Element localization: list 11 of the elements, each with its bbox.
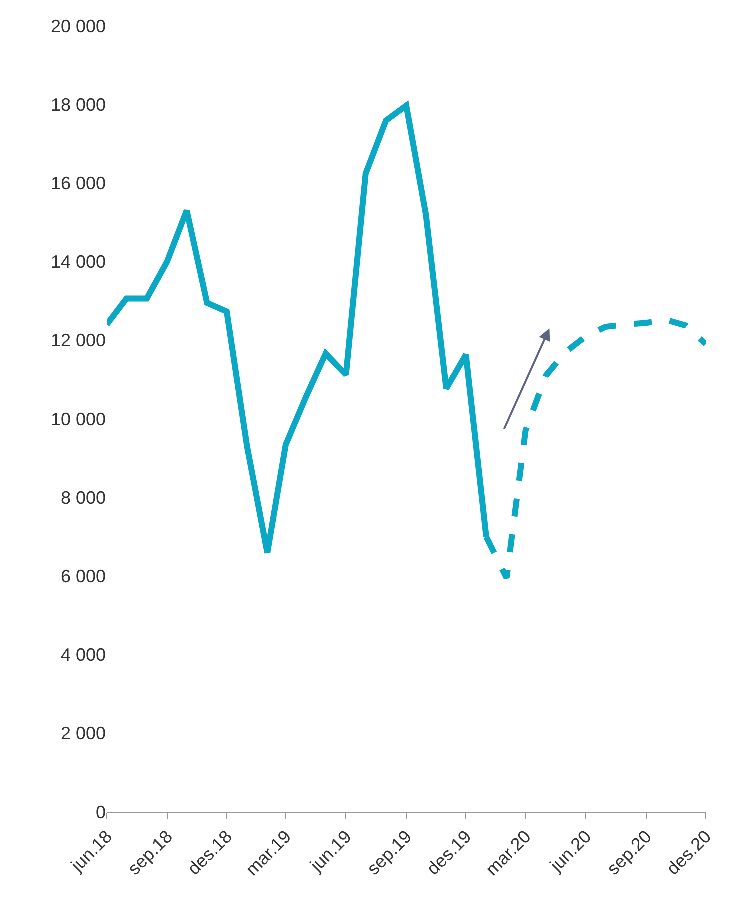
y-tick-label: 14 000 [50,252,106,272]
y-tick-label: 16 000 [50,174,106,194]
y-tick-label: 12 000 [50,330,106,351]
y-tick-label: 0 [96,802,106,822]
y-tick-label: 8 000 [60,488,106,508]
y-tick-label: 6 000 [60,566,106,586]
y-tick-label: 20 000 [50,16,106,36]
y-tick-label: 4 000 [60,645,106,666]
y-tick-label: 2 000 [60,724,106,744]
y-tick-label: 18 000 [50,94,106,115]
y-tick-label: 10 000 [50,409,106,430]
